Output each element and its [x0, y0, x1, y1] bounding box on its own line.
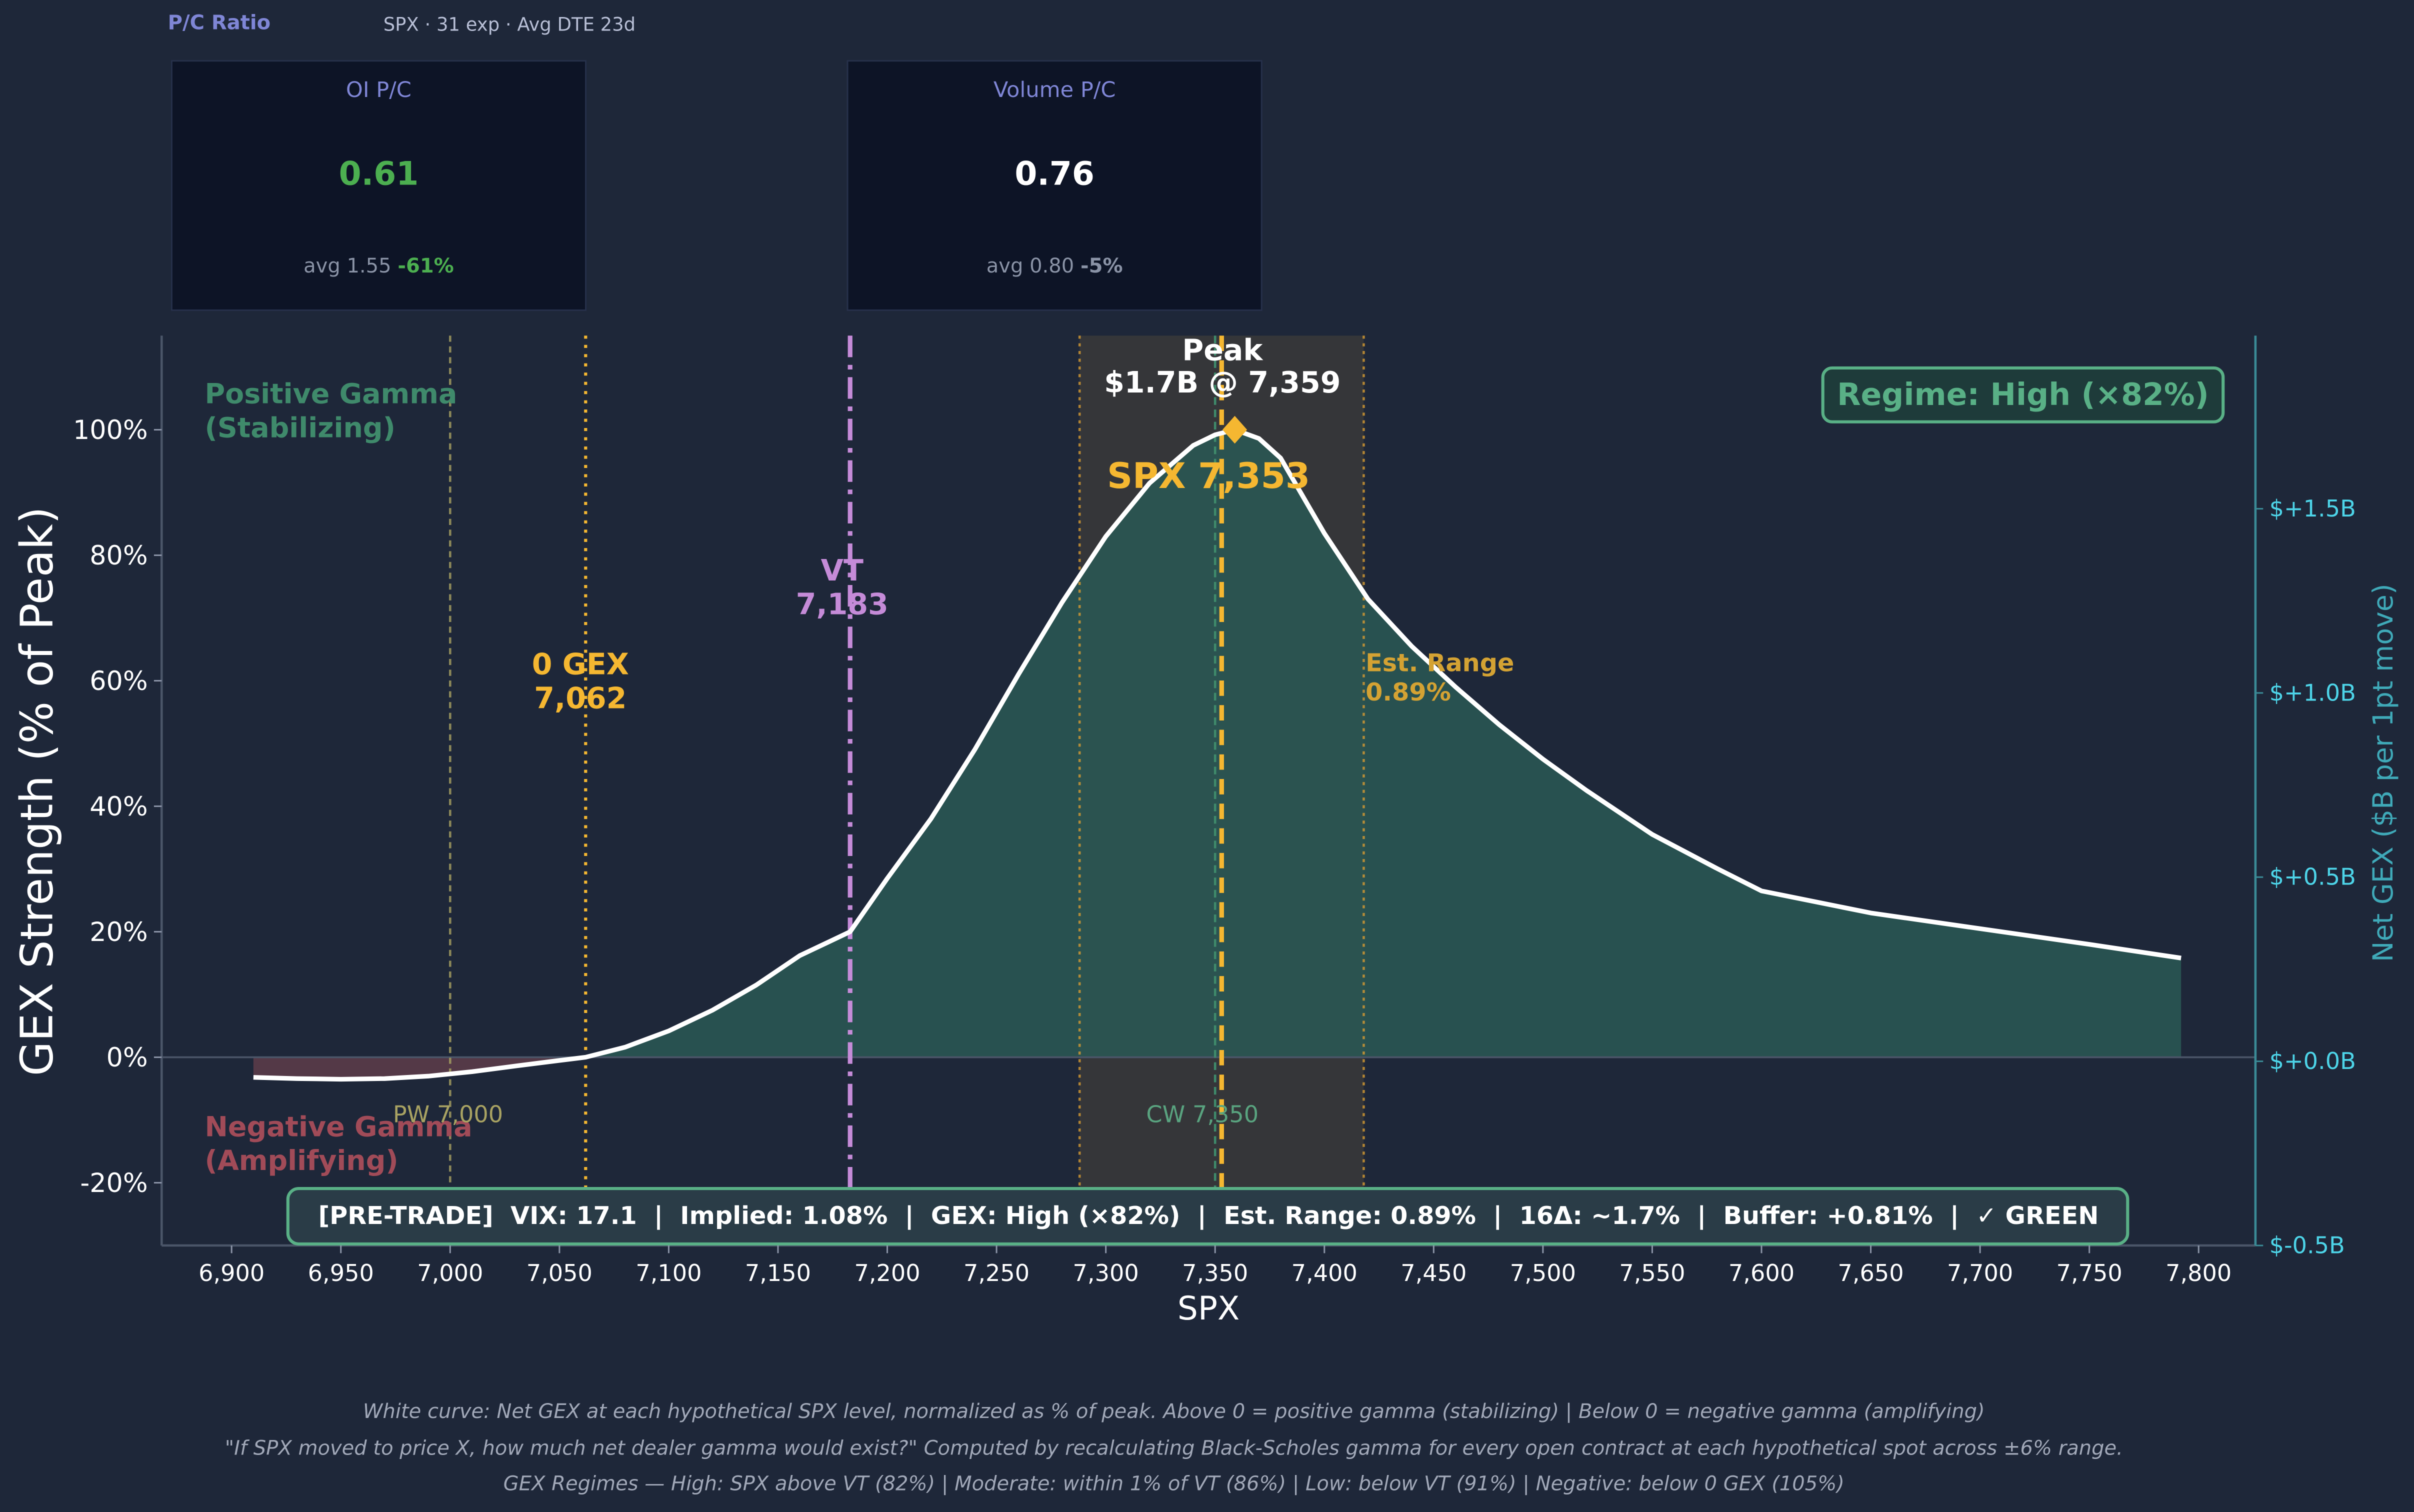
y-tick-label: 60%: [90, 666, 148, 696]
oi-pc-card: OI P/C 0.61 avg 1.55 -61%: [170, 60, 587, 311]
x-tick-label: 6,900: [198, 1260, 264, 1286]
footer-line-2: "If SPX moved to price X, how much net d…: [224, 1438, 2123, 1462]
zone-positive-line2: (Stabilizing): [205, 412, 396, 444]
chart-fill-layer: [253, 430, 2182, 1080]
y2-axis-title: Net GEX ($B per 1pt move): [2368, 584, 2400, 962]
zero-gex-label: 0 GEX: [532, 648, 629, 682]
x-tick-label: 7,800: [2166, 1260, 2232, 1286]
volume-pc-avg: avg 0.80: [986, 256, 1074, 279]
y2-tick-label: $+1.5B: [2270, 495, 2356, 522]
x-tick-label: 7,200: [854, 1260, 920, 1286]
x-tick-label: 7,250: [964, 1260, 1030, 1286]
chart-label-layer: Peak $1.7B @ 7,359 SPX 7,353 VT 7,183 0 …: [12, 334, 2400, 1328]
volume-pc-label: Volume P/C: [993, 78, 1116, 104]
pw-label: PW 7,000: [393, 1101, 503, 1128]
oi-pc-label: OI P/C: [346, 78, 412, 104]
x-tick-label: 7,450: [1400, 1260, 1466, 1286]
x-axis-title: SPX: [1178, 1290, 1240, 1328]
y2-tick-label: $+0.5B: [2270, 864, 2356, 890]
peak-label: Peak: [1182, 334, 1264, 368]
regime-label: Regime: High (×82%): [1837, 376, 2209, 412]
vt-label: VT: [821, 554, 864, 588]
y-tick-label: 40%: [90, 792, 148, 822]
volume-pc-card: Volume P/C 0.76 avg 0.80 -5%: [846, 60, 1262, 311]
zone-negative-line1: Negative Gamma: [205, 1111, 472, 1143]
vt-value-label: 7,183: [796, 588, 888, 622]
cw-label: CW 7,350: [1146, 1101, 1258, 1128]
x-tick-label: 7,350: [1182, 1260, 1248, 1286]
est-range-value-label: 0.89%: [1366, 678, 1451, 706]
zone-positive-line1: Positive Gamma: [205, 378, 458, 410]
zone-negative-line2: (Amplifying): [205, 1145, 398, 1177]
x-tick-label: 7,000: [417, 1260, 483, 1286]
gex-chart: 6,900 6,950 7,000 7,050 7,100 7,150 7,200 7,250…: [12, 334, 2400, 1328]
oi-pc-value: 0.61: [338, 155, 419, 192]
x-tick-label: 7,300: [1073, 1260, 1139, 1286]
x-tick-label: 7,700: [1947, 1260, 2013, 1286]
footer-line-1: White curve: Net GEX at each hypothetica…: [362, 1400, 1985, 1424]
x-tick-label: 7,100: [636, 1260, 702, 1286]
footer-line-3: GEX Regimes — High: SPX above VT (82%) |…: [503, 1473, 1844, 1496]
chart-axis-layer: 6,900 6,950 7,000 7,050 7,100 7,150 7,200 7,250…: [73, 336, 2356, 1286]
x-tick-label: 7,150: [745, 1260, 811, 1286]
y-tick-label: -20%: [80, 1168, 148, 1198]
y2-tick-label: $+1.0B: [2270, 679, 2356, 706]
y2-tick-label: $-0.5B: [2270, 1232, 2345, 1258]
peak-value-label: $1.7B @ 7,359: [1104, 366, 1340, 400]
x-tick-label: 7,050: [526, 1260, 592, 1286]
oi-pc-avg-line: avg 1.55 -61%: [172, 256, 585, 278]
oi-pc-avg: avg 1.55: [304, 256, 392, 279]
x-tick-label: 6,950: [308, 1260, 374, 1286]
regime-box: [1821, 366, 2225, 424]
y-axis-title: GEX Strength (% of Peak): [12, 506, 64, 1076]
spot-label: SPX 7,353: [1107, 455, 1310, 496]
y-tick-label: 100%: [73, 415, 148, 446]
x-tick-label: 7,500: [1510, 1260, 1576, 1286]
volume-pc-change: -5%: [1080, 256, 1123, 279]
pc-title: P/C Ratio: [168, 12, 271, 36]
est-range-label: Est. Range: [1366, 648, 1514, 677]
pretrade-summary: [PRE-TRADE] VIX: 17.1 | Implied: 1.08% |…: [318, 1201, 2099, 1230]
zero-gex-value-label: 7,062: [534, 681, 626, 715]
volume-pc-value: 0.76: [1014, 155, 1094, 192]
x-tick-label: 7,650: [1838, 1260, 1904, 1286]
pretrade-box: [286, 1186, 2130, 1246]
y-tick-label: 20%: [90, 917, 148, 948]
oi-pc-change: -61%: [398, 256, 454, 279]
volume-pc-avg-line: avg 0.80 -5%: [848, 256, 1261, 278]
x-tick-label: 7,550: [1619, 1260, 1685, 1286]
x-tick-label: 7,600: [1728, 1260, 1794, 1286]
pc-subtitle: SPX · 31 exp · Avg DTE 23d: [383, 14, 636, 36]
y-tick-label: 80%: [90, 540, 148, 571]
gex-curve: [253, 427, 2182, 1082]
y2-tick-label: $+0.0B: [2270, 1048, 2356, 1074]
y-tick-label: 0%: [106, 1042, 148, 1073]
x-tick-label: 7,400: [1292, 1260, 1358, 1286]
negative-gamma-area: [253, 1057, 586, 1080]
x-tick-label: 7,750: [2056, 1260, 2122, 1286]
positive-gamma-area: [586, 430, 2182, 1058]
